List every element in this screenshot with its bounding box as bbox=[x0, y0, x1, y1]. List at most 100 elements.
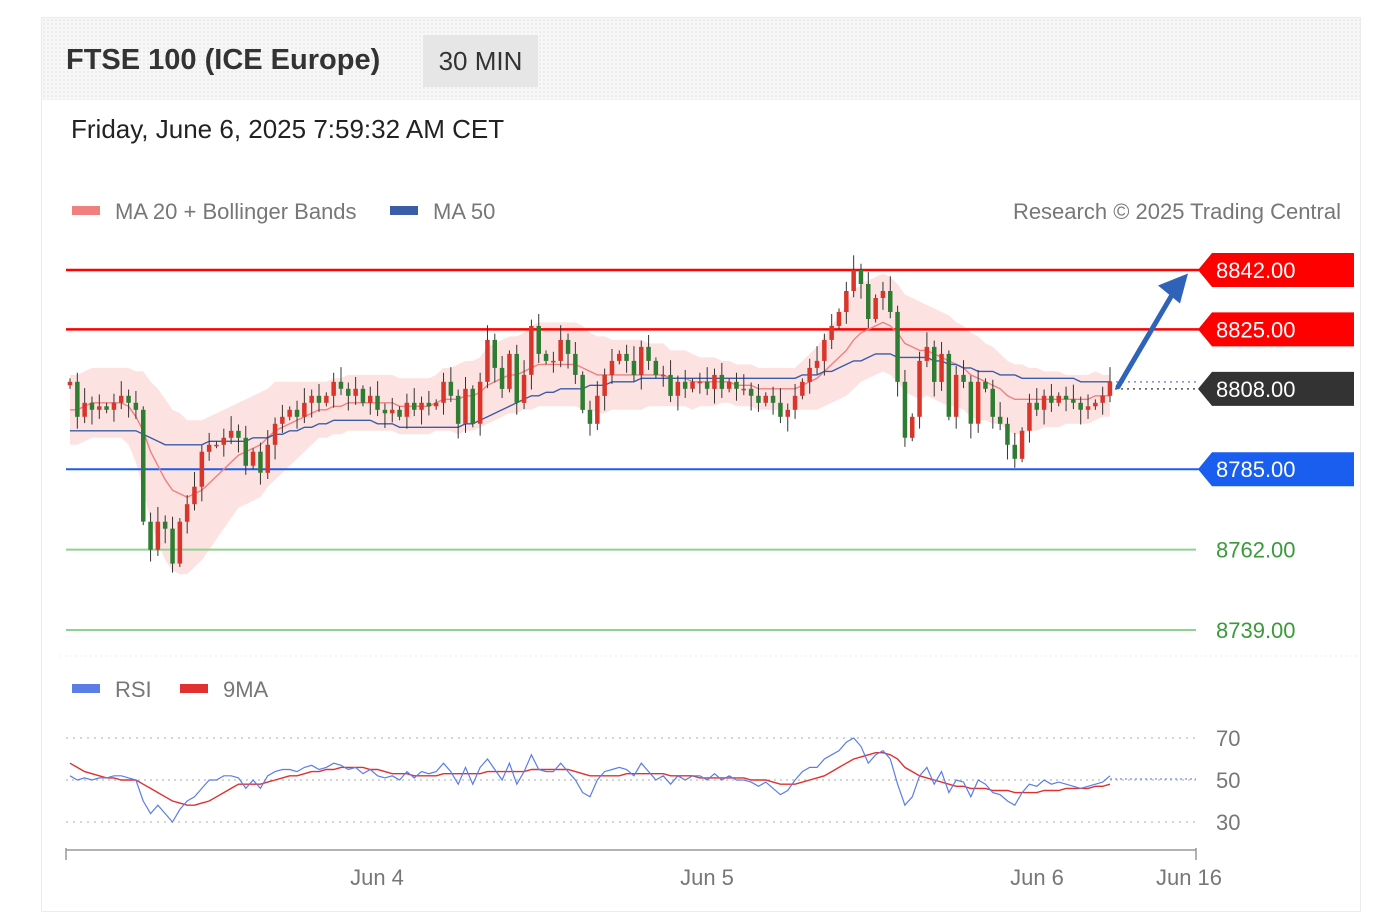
bollinger-band bbox=[70, 273, 1110, 575]
candle-body bbox=[499, 367, 505, 389]
candle-body bbox=[514, 353, 519, 403]
candle-body bbox=[1063, 395, 1069, 400]
ma20-line bbox=[70, 321, 1110, 498]
candle-body bbox=[792, 395, 798, 410]
candle-body bbox=[946, 353, 952, 417]
candle-body bbox=[455, 395, 461, 424]
candle-body bbox=[573, 353, 578, 375]
legend-label-1: MA 50 bbox=[433, 199, 495, 224]
candle-body bbox=[338, 381, 344, 389]
rsi-level-label-2: 30 bbox=[1216, 810, 1240, 835]
candle-body bbox=[280, 416, 285, 424]
price-levels-layer bbox=[66, 268, 1206, 631]
moving-average-layer bbox=[70, 273, 1196, 498]
candle-body bbox=[1071, 399, 1076, 403]
candle-body bbox=[756, 395, 761, 403]
rsi-level-label-1: 50 bbox=[1216, 768, 1240, 793]
candle-body bbox=[682, 381, 688, 389]
candle-body bbox=[653, 360, 659, 375]
candle-body bbox=[184, 504, 190, 522]
candle-body bbox=[770, 395, 776, 403]
candle-body bbox=[609, 360, 615, 375]
candle-body bbox=[214, 444, 219, 447]
x-tick-label-3: Jun 16 bbox=[1156, 865, 1222, 890]
candle-body bbox=[822, 339, 827, 361]
candle-body bbox=[155, 521, 161, 550]
candle-body bbox=[477, 381, 483, 424]
candle-body bbox=[668, 374, 673, 396]
candle-body bbox=[558, 339, 563, 361]
candle-body bbox=[624, 353, 629, 361]
candle-body bbox=[199, 451, 205, 487]
candle-body bbox=[873, 298, 878, 319]
candle-body bbox=[419, 402, 424, 410]
candle-body bbox=[316, 395, 322, 403]
candle-body bbox=[888, 291, 893, 312]
candle-body bbox=[990, 388, 995, 417]
candle-body bbox=[441, 381, 446, 403]
candle-body bbox=[595, 395, 600, 424]
candle-body bbox=[346, 388, 351, 396]
candle-body bbox=[324, 395, 329, 403]
candle-body bbox=[433, 402, 439, 407]
x-tick-label-2: Jun 6 bbox=[1010, 865, 1064, 890]
candle-body bbox=[162, 521, 168, 529]
candle-body bbox=[704, 381, 710, 389]
bollinger-band-layer bbox=[70, 273, 1110, 575]
level-label-4: 8762.00 bbox=[1216, 538, 1296, 563]
candle-body bbox=[221, 437, 226, 445]
candle-body bbox=[529, 325, 534, 375]
candle-body bbox=[470, 388, 475, 424]
candle-body bbox=[543, 353, 549, 361]
candle-body bbox=[75, 381, 80, 417]
candle-body bbox=[675, 381, 681, 396]
candle-body bbox=[997, 416, 1003, 424]
candle-body bbox=[485, 339, 490, 382]
candle-body bbox=[375, 395, 380, 410]
level-label-3: 8785.00 bbox=[1216, 457, 1296, 482]
candle-body bbox=[141, 409, 146, 522]
candle-body bbox=[961, 374, 966, 382]
candle-body bbox=[1012, 444, 1017, 459]
legend-swatch-0 bbox=[72, 206, 100, 215]
candle-body bbox=[712, 374, 717, 389]
candle-body bbox=[939, 353, 944, 382]
candle-body bbox=[104, 406, 109, 410]
candle-body bbox=[404, 402, 410, 417]
candle-body bbox=[170, 528, 175, 564]
level-tag-1 bbox=[1198, 312, 1354, 347]
candle-body bbox=[836, 311, 842, 326]
candle-body bbox=[1100, 395, 1105, 403]
candle-body bbox=[228, 430, 234, 438]
candle-body bbox=[646, 346, 651, 361]
interval-badge[interactable]: 30 MIN bbox=[423, 35, 538, 87]
level-tag-2 bbox=[1198, 371, 1354, 406]
candle-body bbox=[1019, 430, 1025, 459]
legend-swatch-1 bbox=[390, 206, 418, 215]
candle-body bbox=[250, 451, 256, 466]
chart-header: FTSE 100 (ICE Europe) 30 MIN bbox=[42, 18, 1360, 100]
candle-body bbox=[748, 388, 754, 396]
candle-body bbox=[67, 381, 73, 386]
candle-body bbox=[866, 284, 871, 319]
level-labels-layer: 8842.00 8825.00 8808.00 8785.00 8762.00 8739.… bbox=[1198, 253, 1354, 643]
x-tick-label-0: Jun 4 bbox=[350, 865, 404, 890]
candle-body bbox=[631, 360, 637, 375]
candle-body bbox=[521, 374, 527, 403]
candle-body bbox=[932, 346, 937, 382]
candle-body bbox=[507, 353, 512, 389]
candle-body bbox=[580, 374, 585, 410]
candle-body bbox=[492, 339, 497, 368]
rsi-panel: 70 50 30 RSI 9MA bbox=[66, 677, 1240, 835]
candle-body bbox=[390, 409, 395, 414]
candle-body bbox=[661, 374, 666, 377]
candle-body bbox=[448, 381, 454, 396]
candle-body bbox=[1027, 402, 1032, 431]
candle-body bbox=[763, 395, 768, 403]
forecast-arrow-head bbox=[1158, 273, 1188, 304]
x-tick-label-1: Jun 5 bbox=[680, 865, 734, 890]
candle-body bbox=[1049, 395, 1054, 403]
candle-body bbox=[587, 409, 593, 424]
legend-layer: MA 20 + Bollinger Bands MA 50 Research © 2… bbox=[60, 199, 1360, 657]
